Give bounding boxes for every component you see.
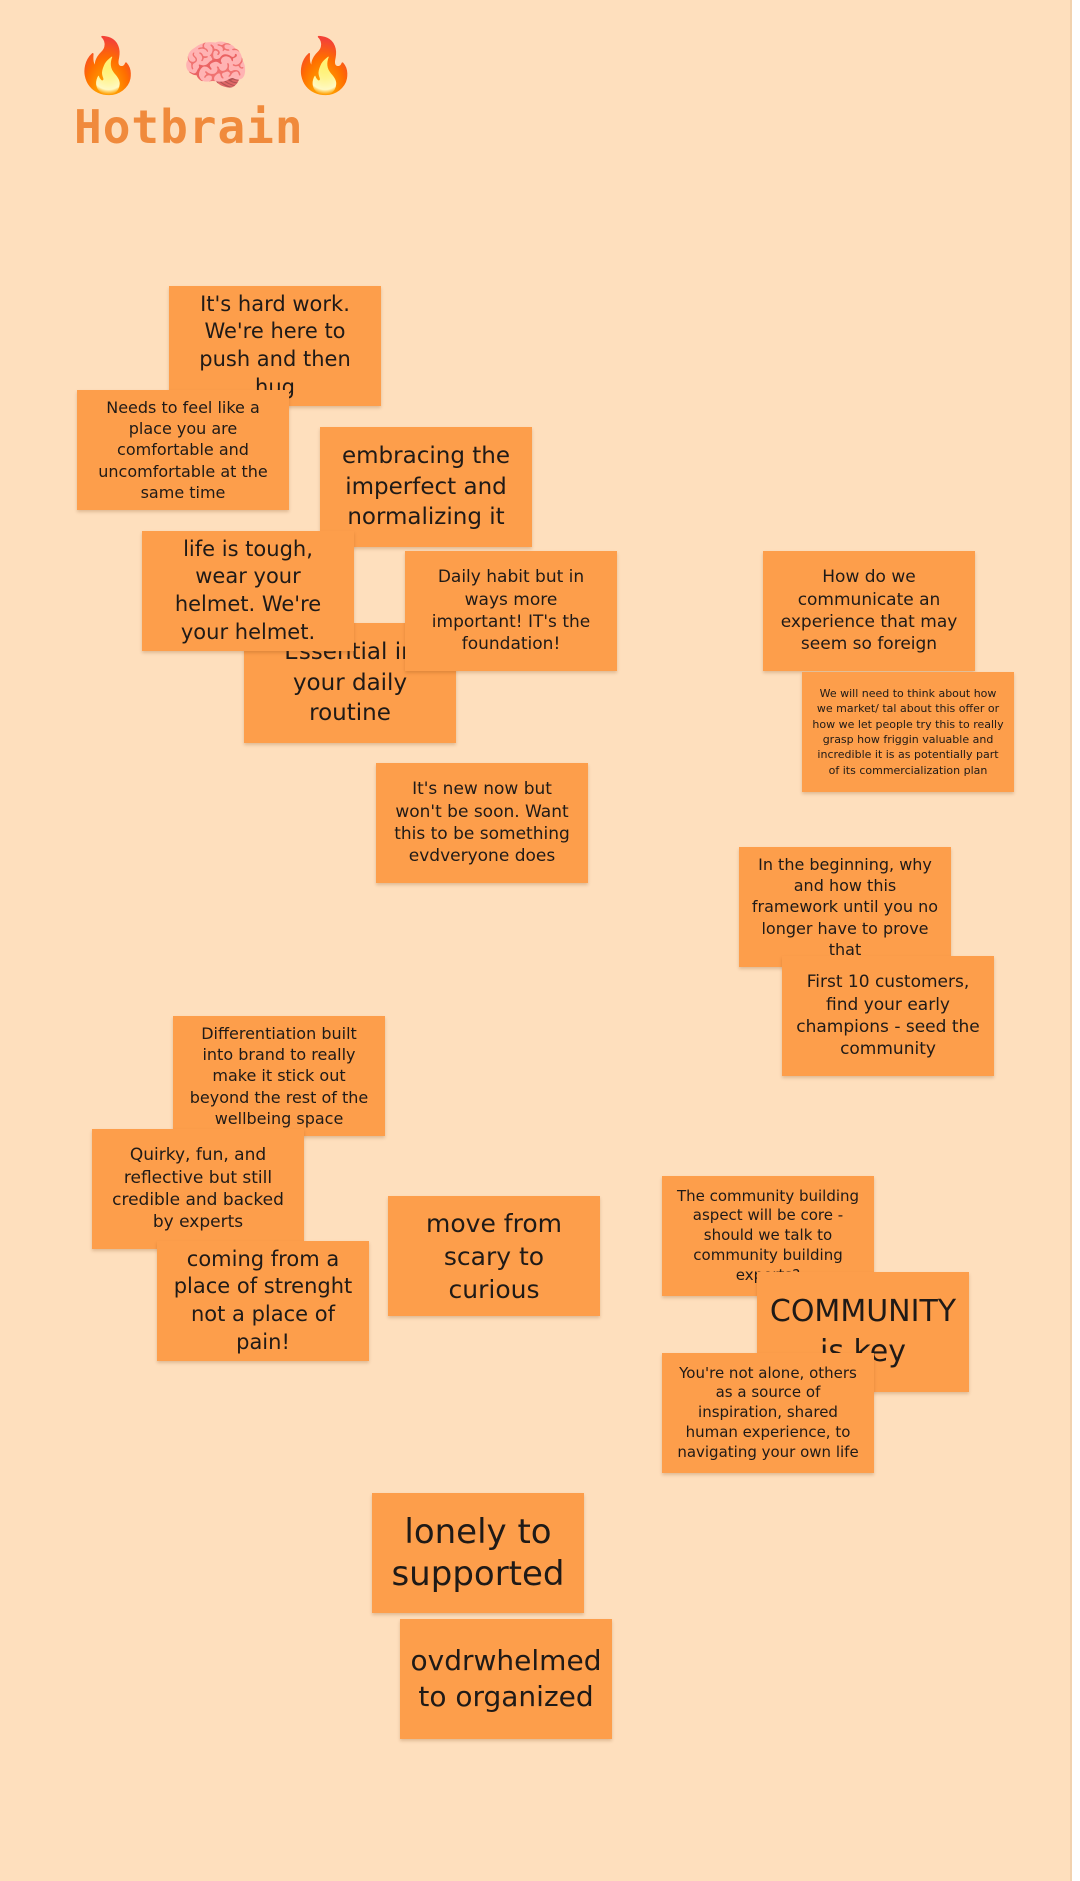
sticky-note-lonely[interactable]: lonely to supported <box>372 1493 584 1613</box>
sticky-note-overwhelmed[interactable]: ovdrwhelmed to organized <box>400 1619 612 1739</box>
sticky-note-text: move from scary to curious <box>426 1208 562 1304</box>
brain-emoji-icon: 🧠 <box>182 34 262 97</box>
sticky-note-text: Differentiation built into brand to real… <box>189 1024 369 1128</box>
sticky-note-text: You're not alone, others as a source of … <box>677 1363 859 1461</box>
emoji-row: 🔥 🧠 🔥 <box>74 34 370 98</box>
sticky-note-embracing[interactable]: embracing the imperfect and normalizing … <box>320 427 532 547</box>
sticky-note-text: The community building aspect will be co… <box>676 1186 860 1284</box>
sticky-note-not-alone[interactable]: You're not alone, others as a source of … <box>662 1353 874 1473</box>
sticky-note-differentiation[interactable]: Differentiation built into brand to real… <box>173 1016 385 1136</box>
sticky-note-text: We will need to think about how we marke… <box>812 686 1004 777</box>
sticky-note-text: ovdrwhelmed to organized <box>410 1643 602 1713</box>
fire-emoji-icon: 🔥 <box>74 34 154 97</box>
sticky-note-text: It's new now but won't be soon. Want thi… <box>394 779 570 867</box>
board-title: Hotbrain <box>74 100 304 154</box>
sticky-note-text: It's hard work. We're here to push and t… <box>199 291 351 399</box>
sticky-note-scary-curious[interactable]: move from scary to curious <box>388 1196 600 1316</box>
sticky-note-communicate[interactable]: How do we communicate an experience that… <box>763 551 975 671</box>
sticky-note-text: life is tough, wear your helmet. We're y… <box>174 536 322 644</box>
sticky-note-beginning[interactable]: In the beginning, why and how this frame… <box>739 847 951 967</box>
sticky-note-strength[interactable]: coming from a place of strenght not a pl… <box>157 1241 369 1361</box>
fire-emoji-icon: 🔥 <box>290 34 371 97</box>
sticky-note-text: How do we communicate an experience that… <box>780 567 958 655</box>
sticky-note-text: Daily habit but in ways more important! … <box>431 567 591 655</box>
sticky-note-daily-habit[interactable]: Daily habit but in ways more important! … <box>405 551 617 671</box>
sticky-note-text: First 10 customers, find your early cham… <box>796 972 980 1060</box>
sticky-note-text: lonely to supported <box>391 1511 565 1595</box>
sticky-note-text: In the beginning, why and how this frame… <box>751 855 939 959</box>
sticky-note-quirky[interactable]: Quirky, fun, and reflective but still cr… <box>92 1129 304 1249</box>
sticky-note-text: embracing the imperfect and normalizing … <box>342 443 510 531</box>
sticky-note-life-tough[interactable]: life is tough, wear your helmet. We're y… <box>142 531 354 651</box>
sticky-note-new-now[interactable]: It's new now but won't be soon. Want thi… <box>376 763 588 883</box>
sticky-note-feel-place[interactable]: Needs to feel like a place you are comfo… <box>77 390 289 510</box>
board-header: 🔥 🧠 🔥 Hotbrain <box>74 34 370 154</box>
sticky-note-text: Needs to feel like a place you are comfo… <box>98 398 268 502</box>
sticky-note-need-think[interactable]: We will need to think about how we marke… <box>802 672 1014 792</box>
sticky-note-text: Quirky, fun, and reflective but still cr… <box>112 1145 284 1233</box>
sticky-note-first-10[interactable]: First 10 customers, find your early cham… <box>782 956 994 1076</box>
sticky-note-text: coming from a place of strenght not a pl… <box>173 1246 353 1354</box>
sticky-note-hard-work[interactable]: It's hard work. We're here to push and t… <box>169 286 381 406</box>
